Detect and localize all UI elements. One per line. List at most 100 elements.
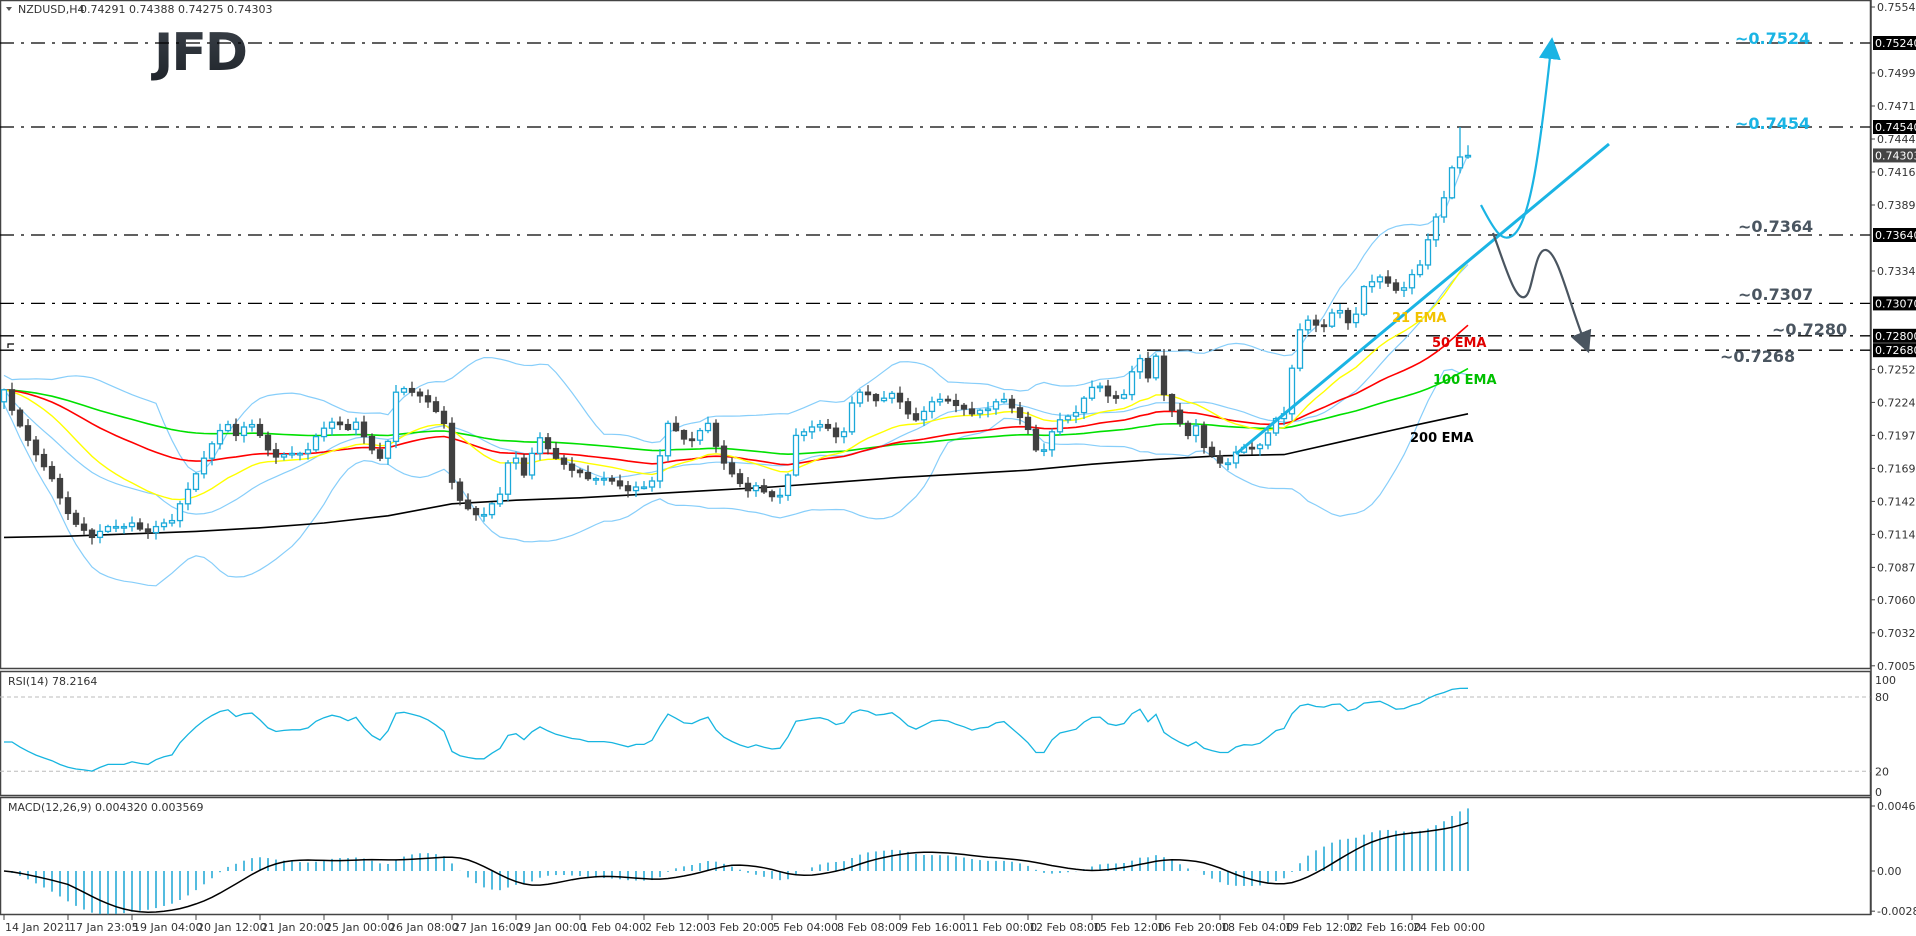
candle-body bbox=[392, 391, 400, 443]
candle bbox=[184, 482, 192, 511]
candle-body bbox=[576, 469, 584, 474]
candle bbox=[24, 419, 32, 447]
candle-body bbox=[1208, 446, 1216, 457]
candle bbox=[1464, 145, 1472, 159]
candle bbox=[680, 429, 688, 445]
candle bbox=[720, 440, 728, 470]
candle bbox=[1128, 365, 1136, 401]
candle bbox=[840, 427, 848, 444]
candle-body bbox=[1352, 313, 1360, 324]
time-tick-label: 29 Jan 00:00 bbox=[517, 921, 587, 934]
candle-body bbox=[840, 431, 848, 438]
candle-body bbox=[224, 423, 232, 432]
candle-body bbox=[72, 512, 80, 525]
candle-body bbox=[128, 522, 136, 528]
candle-body bbox=[1288, 367, 1296, 415]
candle-body bbox=[744, 482, 752, 492]
candle bbox=[920, 406, 928, 426]
candle bbox=[808, 420, 816, 439]
candle-body bbox=[592, 477, 600, 481]
candle-body bbox=[192, 473, 200, 491]
candle bbox=[216, 423, 224, 450]
candle bbox=[1304, 315, 1312, 334]
collapse-triangle-icon[interactable] bbox=[6, 7, 12, 11]
candle-body bbox=[920, 410, 928, 421]
candle bbox=[40, 448, 48, 471]
candle-body bbox=[488, 503, 496, 516]
candle-body bbox=[1160, 355, 1168, 396]
candle bbox=[776, 488, 784, 504]
candle bbox=[688, 431, 696, 448]
candle-body bbox=[528, 452, 536, 476]
candle-body bbox=[296, 452, 304, 456]
candle bbox=[168, 513, 176, 527]
candle bbox=[1376, 274, 1384, 289]
time-tick-label: 22 Feb 16:00 bbox=[1349, 921, 1421, 934]
candle-body bbox=[552, 447, 560, 459]
rsi-title: RSI(14) 78.2164 bbox=[8, 675, 97, 688]
candle bbox=[432, 396, 440, 414]
candle bbox=[848, 396, 856, 435]
candle bbox=[1224, 458, 1232, 471]
candle bbox=[832, 422, 840, 444]
rsi-line bbox=[4, 687, 1469, 772]
ohlc-readout: 0.74291 0.74388 0.74275 0.74303 bbox=[80, 3, 272, 16]
time-tick-label: 2 Feb 12:00 bbox=[645, 921, 710, 934]
candle bbox=[272, 442, 280, 464]
candle-body bbox=[616, 480, 624, 487]
candle-body bbox=[248, 423, 256, 428]
candle-body bbox=[312, 435, 320, 451]
candle bbox=[288, 446, 296, 459]
ema21-label: 21 EMA bbox=[1392, 311, 1447, 326]
candle bbox=[856, 389, 864, 408]
level-bracket-marker bbox=[7, 343, 14, 348]
candle-body bbox=[232, 423, 240, 437]
candle-body bbox=[1360, 285, 1368, 315]
candle-body bbox=[496, 493, 504, 505]
candle bbox=[528, 447, 536, 480]
logo-text: JFD bbox=[151, 23, 246, 83]
candle-body bbox=[352, 421, 360, 431]
candle bbox=[120, 523, 128, 534]
candle bbox=[968, 401, 976, 417]
candle bbox=[784, 473, 792, 501]
candle-body bbox=[240, 426, 248, 437]
candle bbox=[1408, 269, 1416, 295]
candle bbox=[88, 528, 96, 545]
candle-body bbox=[656, 455, 664, 482]
candle bbox=[8, 382, 16, 416]
candle-body bbox=[1320, 324, 1328, 328]
candle-body bbox=[1384, 276, 1392, 284]
level-price-marker bbox=[1873, 328, 1916, 343]
bollinger-lower-band bbox=[3, 368, 1469, 587]
candle-body bbox=[400, 387, 408, 393]
candle-body bbox=[0, 389, 8, 403]
candle-body bbox=[936, 398, 944, 403]
candle-body bbox=[1216, 455, 1224, 464]
candle-body bbox=[432, 401, 440, 413]
candle-body bbox=[976, 409, 984, 415]
candle-body bbox=[1152, 355, 1160, 379]
candle-body bbox=[672, 422, 680, 432]
candle-body bbox=[536, 437, 544, 455]
candle bbox=[480, 507, 488, 522]
candle-body bbox=[1448, 167, 1456, 199]
candle bbox=[1000, 392, 1008, 404]
candle-body bbox=[1016, 407, 1024, 419]
candle-body bbox=[1120, 393, 1128, 399]
candle-body bbox=[808, 426, 816, 433]
candle bbox=[1448, 165, 1456, 200]
candle-body bbox=[376, 449, 384, 459]
candle-body bbox=[64, 497, 72, 515]
candle bbox=[328, 417, 336, 436]
candle-body bbox=[520, 457, 528, 476]
candle bbox=[264, 431, 272, 457]
candle-body bbox=[168, 519, 176, 524]
candle-body bbox=[1424, 239, 1432, 266]
candle-body bbox=[1184, 422, 1192, 437]
candle bbox=[1456, 127, 1464, 174]
